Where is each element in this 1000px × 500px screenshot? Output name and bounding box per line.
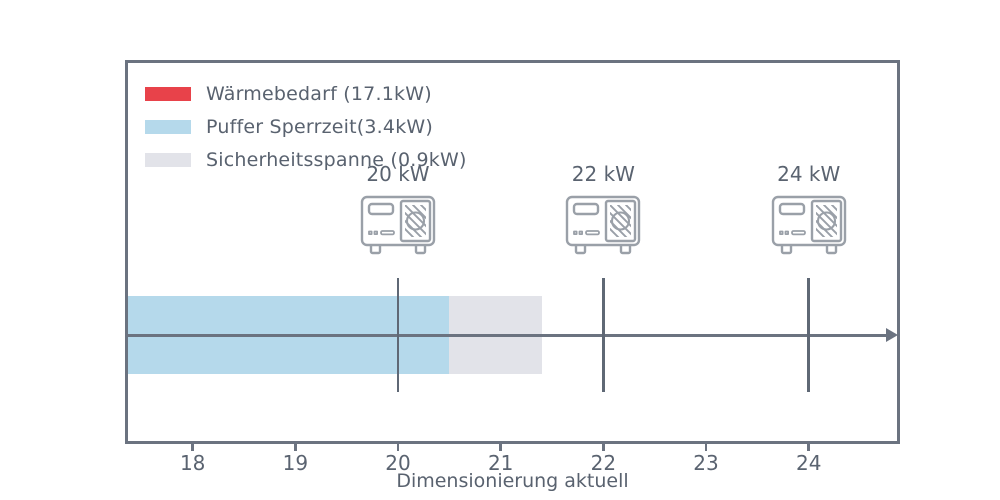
legend-swatch-red [145,86,191,101]
x-tick-label: 23 [693,451,719,475]
x-axis-label: Dimensionierung aktuell [396,470,629,492]
x-tick [294,444,297,451]
legend-label: Sicherheitsspanne (0.9kW) [206,148,467,171]
legend: Wärmebedarf (17.1kW) Puffer Sperrzeit(3.… [145,77,467,176]
legend-item-puffer-sperrzeit: Puffer Sperrzeit(3.4kW) [145,110,467,143]
pump-capacity-label: 22 kW [571,162,635,186]
legend-label: Puffer Sperrzeit(3.4kW) [206,115,434,138]
x-tick [499,444,502,451]
legend-swatch-blue [145,119,191,134]
pump-capacity-label: 20 kW [366,162,430,186]
x-tick [191,444,194,451]
pump-marker-line [602,278,605,392]
x-tick [602,444,605,451]
heat-pump-icon [566,195,641,255]
x-tick-label: 21 [487,451,514,475]
x-tick [396,444,400,451]
x-tick-label: 19 [282,451,309,475]
x-tick-label: 22 [590,451,617,475]
x-tick-label: 24 [795,451,822,475]
plot-area: Wärmebedarf (17.1kW) Puffer Sperrzeit(3.… [125,60,900,492]
x-axis-arrowhead-icon [886,328,898,342]
heat-pump-icon [771,195,846,255]
pump-marker-line [396,278,400,392]
heat-pump-icon [360,195,436,255]
pump-capacity-label: 24 kW [777,162,841,186]
x-tick [704,444,708,451]
legend-item-waermebedarf: Wärmebedarf (17.1kW) [145,77,467,110]
x-tick-label: 20 [385,451,411,475]
legend-item-sicherheitsspanne: Sicherheitsspanne (0.9kW) [145,143,467,176]
x-axis-arrow-line [128,334,888,337]
legend-swatch-gray [145,152,191,167]
pump-marker-line [807,278,810,392]
x-tick [807,444,810,451]
x-tick-label: 18 [179,451,206,475]
legend-label: Wärmebedarf (17.1kW) [206,82,432,105]
